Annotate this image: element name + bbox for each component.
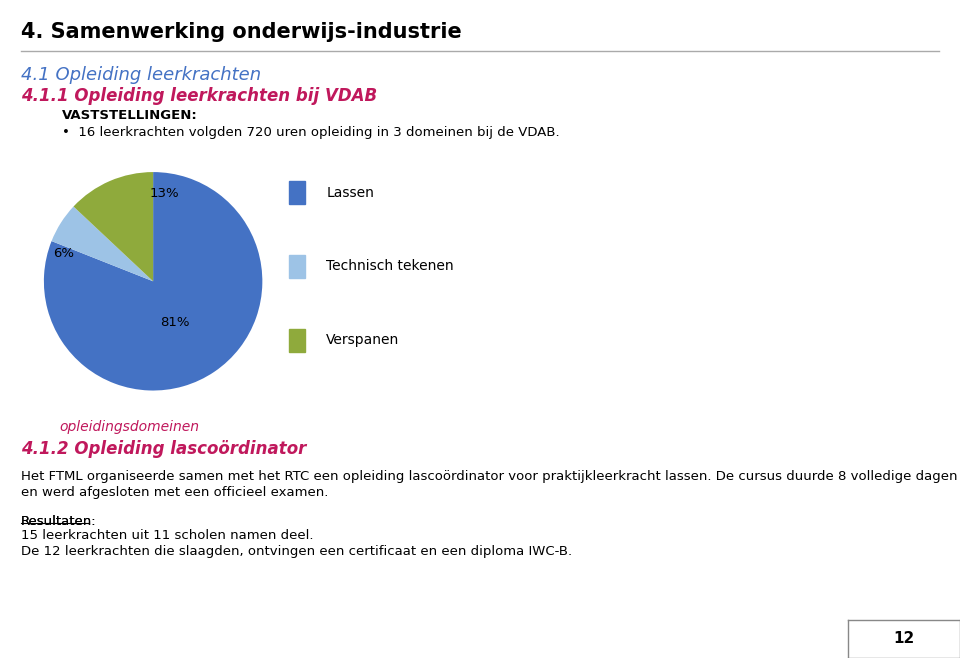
- Bar: [289, 181, 304, 204]
- Text: 4.1.1 Opleiding leerkrachten bij VDAB: 4.1.1 Opleiding leerkrachten bij VDAB: [21, 87, 377, 105]
- Text: Het FTML organiseerde samen met het RTC een opleiding lascoördinator voor prakti: Het FTML organiseerde samen met het RTC …: [21, 470, 958, 483]
- Text: 13%: 13%: [149, 188, 179, 201]
- Text: 81%: 81%: [160, 316, 190, 329]
- Bar: [289, 328, 304, 351]
- Text: 4. Samenwerking onderwijs-industrie: 4. Samenwerking onderwijs-industrie: [21, 22, 462, 41]
- Text: •  16 leerkrachten volgden 720 uren opleiding in 3 domeinen bij de VDAB.: • 16 leerkrachten volgden 720 uren oplei…: [62, 126, 560, 139]
- Text: Resultaten:: Resultaten:: [21, 515, 97, 528]
- Text: en werd afgesloten met een officieel examen.: en werd afgesloten met een officieel exa…: [21, 486, 328, 499]
- Text: De 12 leerkrachten die slaagden, ontvingen een certificaat en een diploma IWC-B.: De 12 leerkrachten die slaagden, ontving…: [21, 545, 572, 558]
- Text: Technisch tekenen: Technisch tekenen: [326, 259, 454, 274]
- Text: 6%: 6%: [53, 247, 74, 261]
- Text: opleidingsdomeinen: opleidingsdomeinen: [60, 420, 200, 434]
- Text: 15 leerkrachten uit 11 scholen namen deel.: 15 leerkrachten uit 11 scholen namen dee…: [21, 529, 314, 542]
- Text: Verspanen: Verspanen: [326, 333, 399, 347]
- Text: Resultaten:: Resultaten:: [21, 515, 97, 528]
- Bar: [289, 255, 304, 278]
- Wedge shape: [52, 207, 153, 282]
- Wedge shape: [74, 172, 154, 282]
- Text: VASTSTELLINGEN:: VASTSTELLINGEN:: [62, 109, 198, 122]
- Text: 4.1 Opleiding leerkrachten: 4.1 Opleiding leerkrachten: [21, 66, 261, 84]
- Text: 12: 12: [893, 632, 915, 646]
- Text: 4.1.2 Opleiding lascoördinator: 4.1.2 Opleiding lascoördinator: [21, 440, 306, 457]
- Text: Lassen: Lassen: [326, 186, 374, 200]
- Wedge shape: [44, 172, 262, 390]
